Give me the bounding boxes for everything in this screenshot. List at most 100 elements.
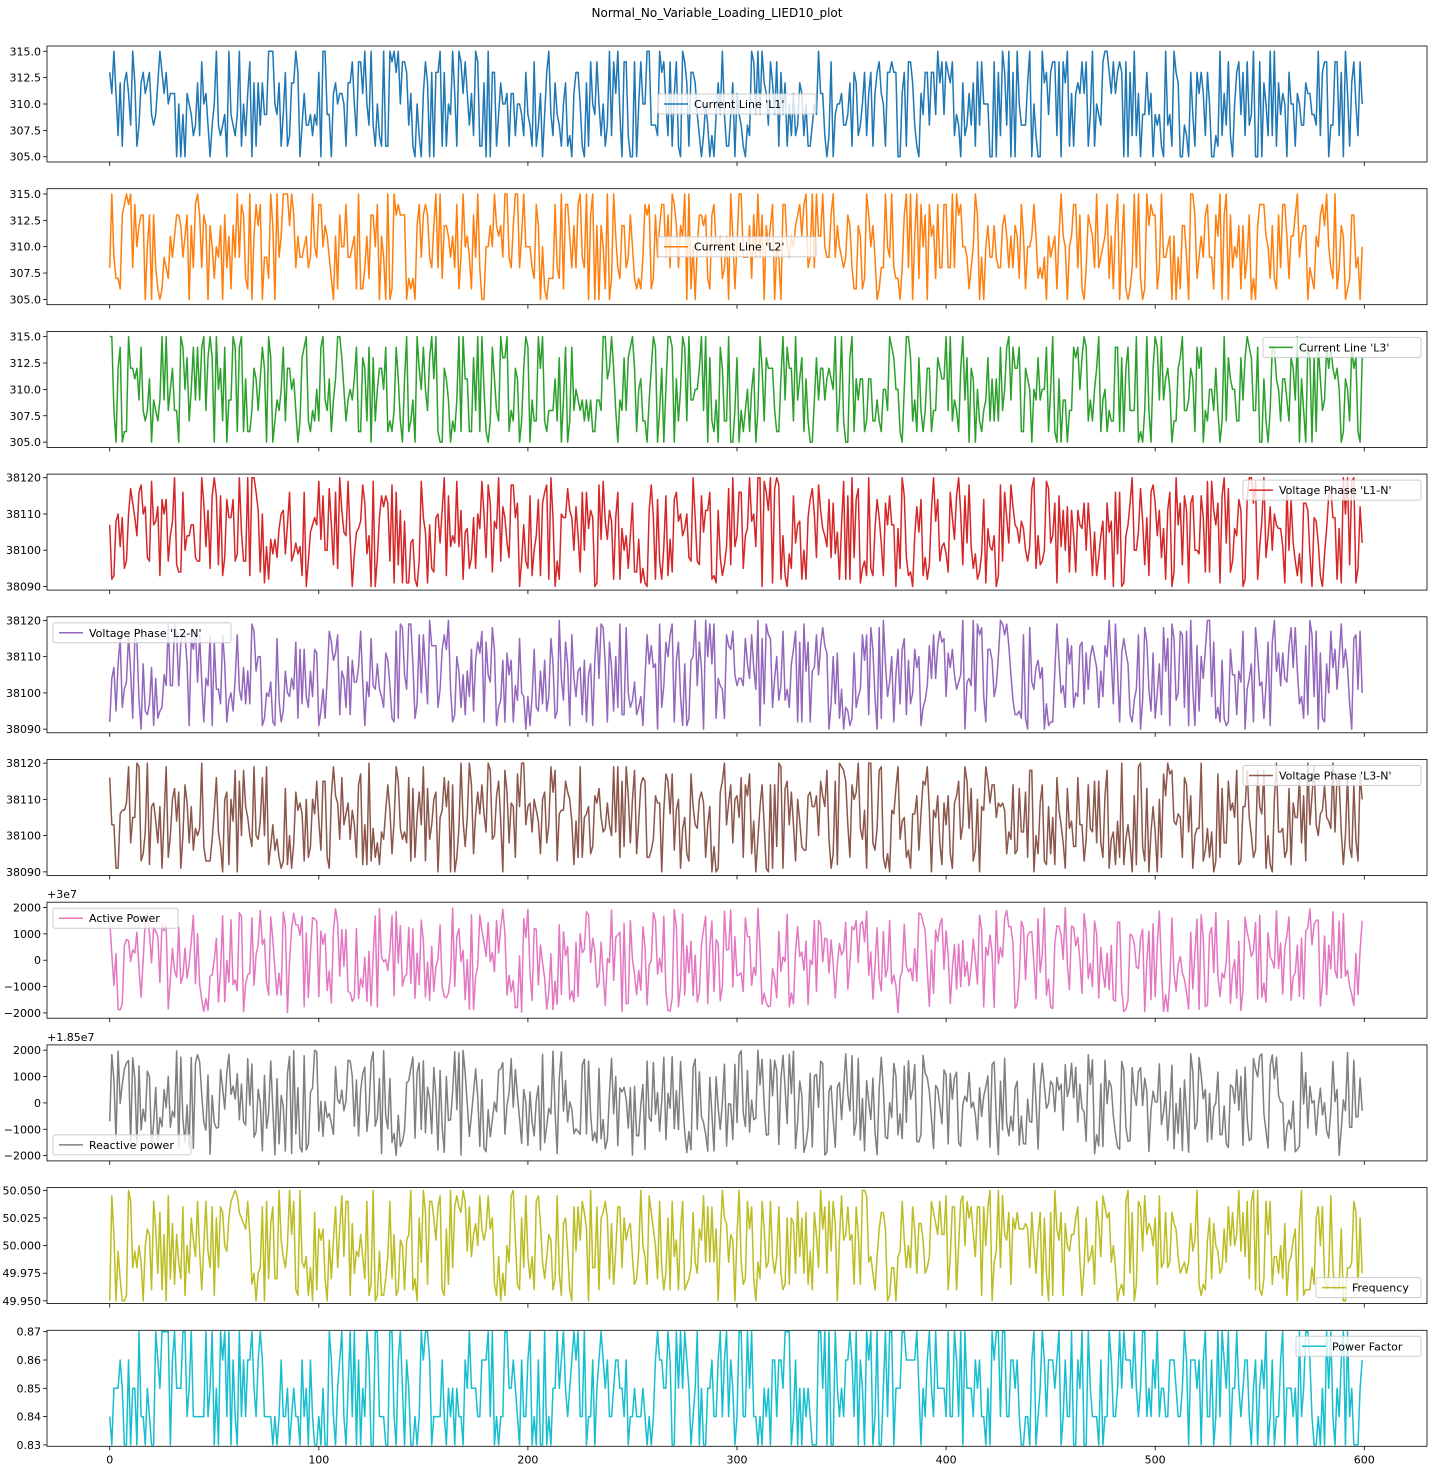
y-tick-label: 0.84 <box>17 1411 42 1424</box>
y-tick-label: 2000 <box>13 901 41 914</box>
y-tick-label: 315.0 <box>10 45 42 58</box>
legend: Current Line 'L3' <box>1262 336 1422 358</box>
y-tick-label: 312.5 <box>10 72 42 85</box>
legend-frame <box>1242 765 1422 786</box>
y-tick-label: 307.5 <box>10 267 42 280</box>
y-tick-label: 0.87 <box>17 1326 42 1339</box>
legend-label: Power Factor <box>1332 1340 1403 1353</box>
legend: Current Line 'L2' <box>657 236 817 258</box>
figure-title: Normal_No_Variable_Loading_LIED10_plot <box>592 6 843 20</box>
legend-frame <box>1315 1277 1422 1299</box>
legend-frame <box>52 622 232 644</box>
y-tick-label: −1000 <box>4 1123 41 1136</box>
y-tick-label: 307.5 <box>10 124 42 137</box>
x-tick-label: 0 <box>106 1453 113 1466</box>
y-tick-label: 307.5 <box>10 410 42 423</box>
subplot-current-line-l3: 305.0 307.5 310.0 312.5 315.0 Current Line 'L… <box>10 331 1428 452</box>
legend-frame <box>52 1134 192 1156</box>
y-tick-label: 310.0 <box>10 241 42 254</box>
y-tick-label: 49.950 <box>3 1295 42 1308</box>
y-tick-label: 49.975 <box>3 1267 42 1280</box>
legend-label: Frequency <box>1352 1282 1409 1295</box>
series-line-voltage-phase-l2-n <box>108 619 1363 730</box>
y-tick-label: 1000 <box>13 928 41 941</box>
y-tick-label: 38090 <box>6 580 41 593</box>
subplot-active-power: −2000 −1000 0 1000 2000 +3e7 Active Power <box>4 888 1428 1023</box>
y-tick-label: 50.000 <box>3 1240 42 1253</box>
y-tick-label: 0 <box>34 954 41 967</box>
legend-label: Voltage Phase 'L3-N' <box>1279 770 1391 783</box>
subplot-voltage-phase-l2-n: 38090 38100 38110 38120 Voltage Phase 'L2-N' <box>6 614 1428 737</box>
legend: Current Line 'L1' <box>657 93 817 115</box>
x-tick-label: 600 <box>1354 1453 1375 1466</box>
subplot-current-line-l2: 305.0 307.5 310.0 312.5 315.0 Current Line 'L… <box>10 188 1428 309</box>
y-tick-label: 38090 <box>6 723 41 736</box>
y-tick-label: 305.0 <box>10 293 42 306</box>
legend-frame <box>657 93 817 115</box>
y-tick-label: 38100 <box>6 830 41 843</box>
axes-frame <box>46 330 1428 448</box>
series-line-active-power <box>108 906 1363 1014</box>
series-line-frequency <box>108 1189 1363 1302</box>
y-tick-label: 38120 <box>6 472 41 485</box>
series-line-voltage-phase-l3-n <box>108 762 1363 873</box>
series-line-current-line-l3 <box>109 335 1363 443</box>
y-tick-label: 310.0 <box>10 383 42 396</box>
y-tick-label: 38110 <box>6 651 41 664</box>
legend: Voltage Phase 'L3-N' <box>1242 765 1422 786</box>
subplot-frequency: 49.950 49.975 50.000 50.025 50.050 Frequency <box>3 1184 1428 1308</box>
y-tick-label: −2000 <box>4 1007 41 1020</box>
y-tick-label: 38110 <box>6 793 41 806</box>
y-offset-label: +3e7 <box>47 888 77 901</box>
y-tick-label: 310.0 <box>10 98 42 111</box>
legend: Power Factor <box>1295 1335 1422 1357</box>
x-tick-label: 400 <box>936 1453 957 1466</box>
y-tick-label: 315.0 <box>10 331 42 344</box>
series-line-current-line-l2 <box>108 193 1363 301</box>
series-line-power-factor <box>108 1330 1363 1446</box>
legend-label: Current Line 'L3' <box>1299 341 1389 354</box>
subplot-reactive-power: −2000 −1000 0 1000 2000 +1.85e7 Reactive power <box>4 1031 1428 1165</box>
subplot-power-factor: 0.83 0.84 0.85 0.86 0.87 0 100 200 300 400 500 600 P… <box>17 1326 1428 1466</box>
y-tick-label: 50.025 <box>3 1212 42 1225</box>
series-line-voltage-phase-l1-n <box>108 476 1363 588</box>
y-tick-label: 0.83 <box>17 1439 42 1452</box>
legend-frame <box>657 236 817 258</box>
y-tick-label: 1000 <box>13 1071 41 1084</box>
y-tick-label: 312.5 <box>10 214 42 227</box>
legend-frame <box>52 907 179 929</box>
x-tick-label: 200 <box>517 1453 538 1466</box>
legend-label: Voltage Phase 'L1-N' <box>1279 484 1391 497</box>
y-tick-label: 305.0 <box>10 151 42 164</box>
legend-label: Current Line 'L2' <box>694 241 784 254</box>
y-tick-label: 315.0 <box>10 188 42 201</box>
subplot-voltage-phase-l1-n: 38090 38100 38110 38120 Voltage Phase 'L1-N' <box>6 472 1428 595</box>
y-tick-label: −1000 <box>4 981 41 994</box>
y-tick-label: 312.5 <box>10 357 42 370</box>
series-line-current-line-l1 <box>108 50 1363 158</box>
legend-frame <box>1242 479 1422 501</box>
subplot-voltage-phase-l3-n: 38090 38100 38110 38120 Voltage Phase 'L3-N' <box>6 757 1428 880</box>
y-tick-label: 0 <box>34 1097 41 1110</box>
y-tick-label: 305.0 <box>10 436 42 449</box>
y-tick-label: 38100 <box>6 544 41 557</box>
x-tick-label: 300 <box>727 1453 748 1466</box>
y-tick-label: −2000 <box>4 1150 41 1163</box>
legend: Frequency <box>1315 1277 1422 1299</box>
y-tick-label: 2000 <box>13 1044 41 1057</box>
legend-label: Current Line 'L1' <box>694 98 784 111</box>
y-offset-label: +1.85e7 <box>47 1031 94 1044</box>
x-tick-label: 100 <box>308 1453 329 1466</box>
legend: Voltage Phase 'L2-N' <box>52 622 232 644</box>
legend-label: Voltage Phase 'L2-N' <box>89 627 201 640</box>
legend: Active Power <box>52 907 179 929</box>
y-tick-label: 38110 <box>6 508 41 521</box>
y-tick-label: 38120 <box>6 757 41 770</box>
y-tick-label: 38100 <box>6 687 41 700</box>
series-line-reactive-power <box>108 1049 1363 1157</box>
subplot-current-line-l1: 305.0 307.5 310.0 312.5 315.0 Current Line 'L… <box>10 45 1428 166</box>
legend-label: Reactive power <box>89 1139 174 1152</box>
y-tick-label: 0.85 <box>17 1382 42 1395</box>
